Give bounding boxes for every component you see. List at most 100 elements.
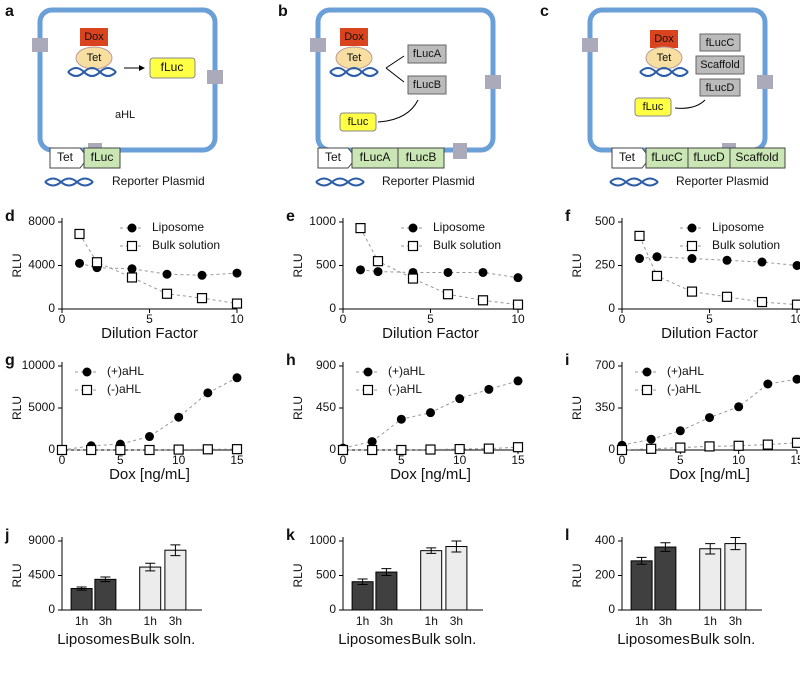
legend-marker bbox=[641, 384, 653, 396]
point bbox=[756, 296, 768, 308]
y-axis-label: RLU bbox=[570, 396, 584, 420]
point bbox=[704, 441, 715, 452]
x-tick-label: 1h bbox=[356, 614, 369, 628]
x-tick-label: 10 bbox=[790, 312, 800, 326]
point bbox=[651, 270, 663, 282]
series-line bbox=[639, 256, 798, 266]
panel-letter: g bbox=[5, 352, 15, 369]
bar bbox=[70, 588, 93, 611]
x-tick-label: 3h bbox=[659, 614, 672, 628]
point bbox=[232, 268, 242, 278]
dna bbox=[639, 67, 689, 77]
y-axis-label: RLU bbox=[10, 563, 24, 587]
point bbox=[367, 437, 377, 447]
y-tick-label: 1000 bbox=[309, 214, 336, 228]
y-tick-label: 700 bbox=[595, 358, 615, 372]
y-tick-label: 350 bbox=[595, 400, 615, 414]
error-bar bbox=[145, 562, 156, 572]
group-label: Liposomes bbox=[57, 631, 130, 648]
point bbox=[646, 443, 657, 454]
panel-letter: e bbox=[286, 208, 295, 225]
point bbox=[232, 373, 242, 383]
x-tick-label: 5 bbox=[706, 312, 713, 326]
error-bar bbox=[381, 568, 392, 576]
point bbox=[478, 267, 488, 277]
label: Scaffold bbox=[700, 59, 740, 71]
x-tick-label: 15 bbox=[511, 453, 525, 467]
y-axis-label: RLU bbox=[291, 563, 305, 587]
label: Reporter Plasmid bbox=[382, 174, 475, 188]
x-axis-label: Dilution Factor bbox=[661, 325, 758, 342]
panel-letter: b bbox=[278, 3, 288, 20]
error-bar bbox=[357, 578, 368, 585]
legend-label: Bulk solution bbox=[152, 238, 220, 252]
bar bbox=[94, 578, 117, 611]
x-tick-label: 10 bbox=[172, 453, 186, 467]
x-tick-label: 5 bbox=[117, 453, 124, 467]
x-axis-label: Dox [ng/mL] bbox=[669, 466, 750, 483]
legend-label: (+)aHL bbox=[388, 364, 425, 378]
label: fLucB bbox=[406, 150, 437, 164]
bar bbox=[630, 560, 653, 611]
label: Tet bbox=[57, 150, 74, 164]
bar bbox=[420, 550, 443, 611]
point bbox=[477, 295, 489, 306]
point bbox=[75, 258, 84, 268]
protein bbox=[149, 57, 196, 79]
gene bbox=[729, 147, 786, 169]
y-tick-label: 0 bbox=[329, 301, 336, 315]
point bbox=[396, 444, 407, 456]
point bbox=[367, 444, 378, 456]
label: aHL bbox=[115, 109, 135, 121]
protein bbox=[407, 75, 447, 95]
point bbox=[356, 265, 365, 275]
label: Tet bbox=[619, 150, 636, 164]
pore bbox=[757, 75, 773, 89]
panel-letter: c bbox=[540, 3, 549, 20]
label: Tet bbox=[325, 150, 342, 164]
error-bar bbox=[100, 576, 111, 583]
point bbox=[513, 273, 523, 283]
point bbox=[722, 255, 732, 265]
series-line bbox=[639, 235, 798, 306]
point bbox=[127, 264, 137, 274]
label: Scaffold bbox=[735, 150, 778, 164]
label: fLucC bbox=[651, 150, 683, 164]
point bbox=[675, 426, 685, 436]
point bbox=[762, 439, 773, 450]
y-tick-label: 0 bbox=[608, 301, 615, 315]
point bbox=[675, 442, 686, 453]
error-bar bbox=[426, 547, 437, 554]
y-tick-label: 900 bbox=[316, 358, 336, 372]
label: fLucB bbox=[413, 79, 441, 91]
point bbox=[616, 444, 628, 456]
point bbox=[483, 443, 494, 454]
dox bbox=[340, 28, 368, 46]
x-tick-label: 10 bbox=[732, 453, 746, 467]
x-tick-label: 0 bbox=[340, 453, 347, 467]
point bbox=[86, 444, 97, 456]
y-axis-label: RLU bbox=[291, 253, 305, 277]
point bbox=[115, 444, 126, 456]
y-tick-label: 4500 bbox=[28, 568, 55, 582]
protein bbox=[699, 33, 741, 52]
y-tick-label: 8000 bbox=[28, 214, 55, 228]
y-tick-label: 500 bbox=[316, 258, 336, 272]
label: Tet bbox=[657, 52, 672, 64]
x-tick-label: 3h bbox=[729, 614, 742, 628]
legend-label: Liposome bbox=[152, 220, 204, 234]
point bbox=[687, 254, 697, 264]
bar bbox=[139, 566, 162, 611]
x-tick-label: 1h bbox=[144, 614, 157, 628]
protein bbox=[699, 78, 741, 97]
label: fLuc bbox=[643, 101, 664, 113]
arrow bbox=[674, 99, 706, 109]
cell bbox=[37, 7, 218, 153]
legend-marker bbox=[362, 384, 374, 396]
dox bbox=[80, 28, 108, 46]
series-line bbox=[360, 269, 519, 279]
legend-label: (-)aHL bbox=[388, 382, 422, 396]
point bbox=[196, 293, 208, 304]
point bbox=[74, 228, 85, 240]
point bbox=[174, 412, 184, 422]
